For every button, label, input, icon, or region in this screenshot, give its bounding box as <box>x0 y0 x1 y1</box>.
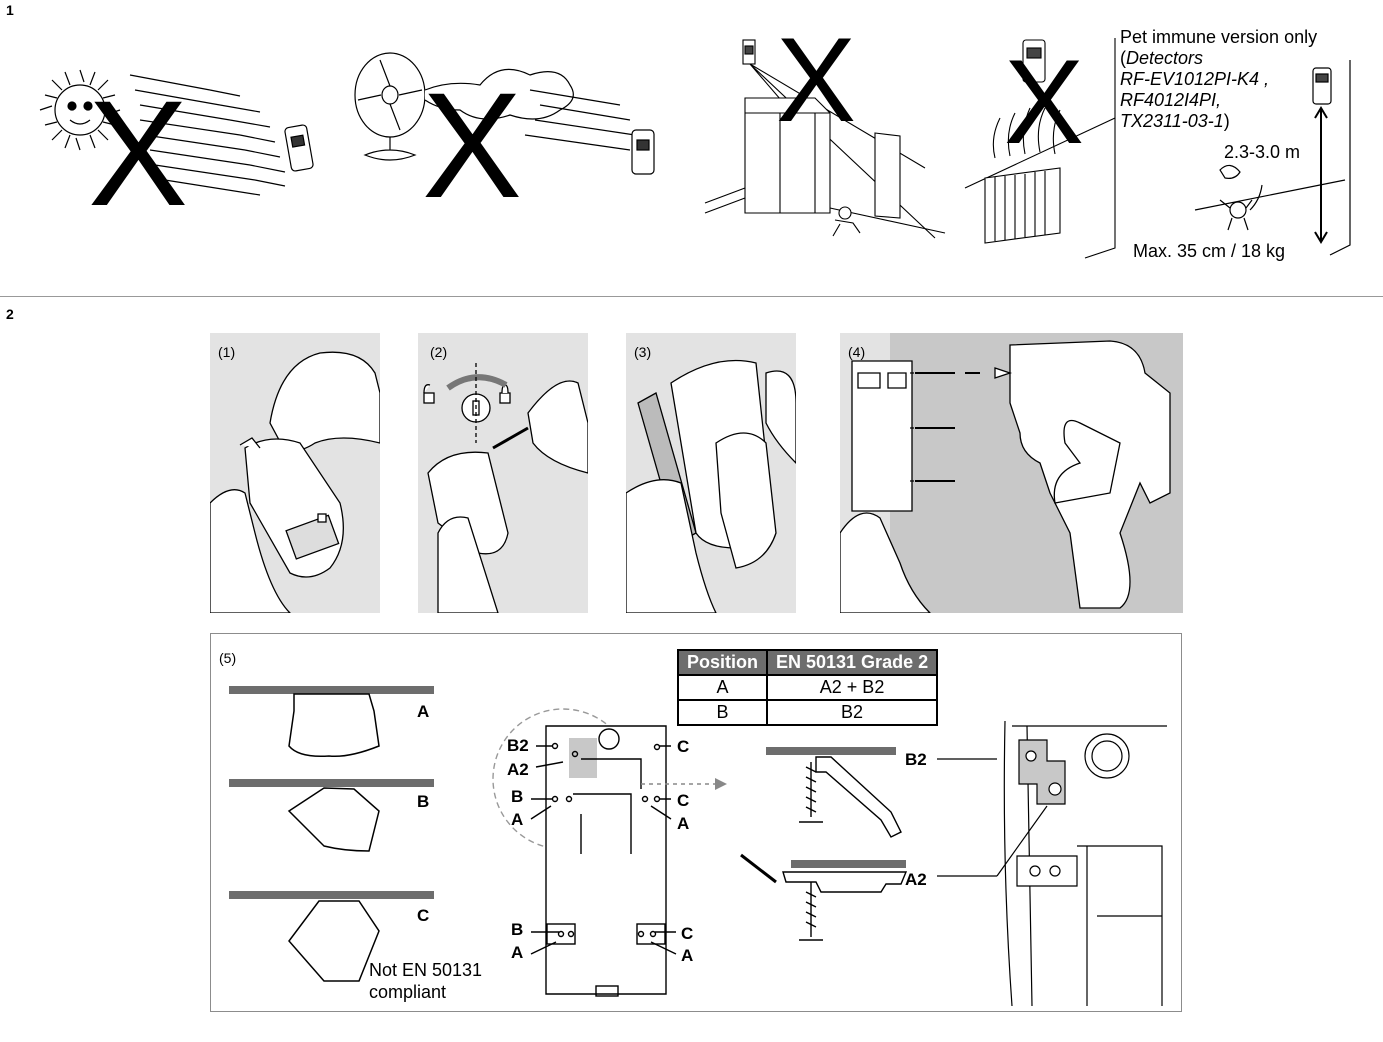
detector-model-1: RF-EV1012PI-K4 , <box>1120 69 1270 89</box>
section-number-1: 1 <box>6 2 14 18</box>
table-cell: B <box>677 699 768 726</box>
step-3-remove-base-illustration <box>626 359 796 613</box>
step-5-box: (5) A B C Not EN 50131 compliant Positio… <box>210 633 1182 1012</box>
fan-illustration <box>354 52 655 175</box>
table-cell: A <box>677 674 768 701</box>
pet-height-illustration <box>1194 60 1351 256</box>
paren-close: ) <box>1223 111 1230 131</box>
position-b-label: B <box>417 792 430 811</box>
step-2-panel: (2) <box>418 333 588 613</box>
bracket-label-a-bottom-right: A <box>681 946 694 965</box>
heat-source-illustration <box>964 38 1116 259</box>
step-1-open-cover-illustration <box>210 351 380 613</box>
detail-label-a2: A2 <box>905 870 927 889</box>
grade-position-table: Position EN 50131 Grade 2 A A2 + B2 B B2 <box>677 649 939 726</box>
section-number-2: 2 <box>6 306 14 322</box>
table-row: A A2 + B2 <box>677 674 939 701</box>
bracket-label-a-mid: A <box>677 814 690 833</box>
table-header-grade: EN 50131 Grade 2 <box>765 649 939 676</box>
bracket-label-c-mid: C <box>677 791 690 810</box>
detectors-label: Detectors <box>1126 48 1204 68</box>
bracket-label-a-top: A <box>511 810 524 829</box>
step-4-mount-base-illustration <box>840 340 1171 613</box>
not-compliant-line-2: compliant <box>369 982 447 1002</box>
step-5-label: (5) <box>219 650 237 666</box>
forbidden-mark-sun: X <box>88 69 189 237</box>
paren-open: ( <box>1120 48 1126 68</box>
bracket-label-a2: A2 <box>507 760 529 779</box>
step-3-label: (3) <box>634 344 652 360</box>
bracket-label-b2: B2 <box>507 736 529 755</box>
position-c-label: C <box>417 906 430 925</box>
step-2-label: (2) <box>430 344 448 360</box>
mounting-bracket-illustration <box>492 708 727 997</box>
mount-height-range: 2.3-3.0 m <box>1224 142 1301 162</box>
bracket-label-b-bottom: B <box>511 920 524 939</box>
detector-model-2: RF4012I4PI, <box>1120 90 1222 110</box>
position-a-label: A <box>417 702 430 721</box>
pet-max-size: Max. 35 cm / 18 kg <box>1133 241 1286 261</box>
step-1-panel: (1) <box>210 333 380 613</box>
forbidden-mark-fan: X <box>422 61 523 229</box>
mounting-positions-illustration <box>229 686 434 982</box>
step-2-tamper-screw-illustration <box>423 363 588 613</box>
pet-immune-title: Pet immune version only <box>1120 27 1318 47</box>
table-cell: A2 + B2 <box>765 674 939 701</box>
bracket-label-b-top: B <box>511 787 524 806</box>
screw-section-illustration <box>740 747 908 941</box>
detail-label-b2: B2 <box>905 750 927 769</box>
bracket-label-c-bottom: C <box>681 924 694 943</box>
sun-illustration <box>39 69 314 196</box>
not-compliant-note: Not EN 50131 compliant <box>369 959 482 1003</box>
step-3-panel: (3) <box>626 333 796 613</box>
step-4-label: (4) <box>848 344 866 360</box>
bracket-detail-illustration <box>937 720 1167 1007</box>
forbidden-mark-heat: X <box>1004 35 1085 169</box>
step-1-label: (1) <box>218 344 236 360</box>
detector-model-3: TX2311-03-1 <box>1120 111 1224 131</box>
step-4-panel: (4) <box>840 333 1183 613</box>
not-compliant-line-1: Not EN 50131 <box>369 960 483 980</box>
section-divider <box>0 296 1383 297</box>
table-header-position: Position <box>677 649 768 676</box>
bracket-label-c-top: C <box>677 737 690 756</box>
bracket-label-a-bottom: A <box>511 943 524 962</box>
forbidden-mark-obstruction: X <box>776 13 857 147</box>
table-row: B B2 <box>677 699 939 726</box>
obstruction-room-illustration <box>704 39 946 239</box>
pet-immune-note: Pet immune version only (Detectors RF-EV… <box>1120 27 1317 132</box>
table-cell: B2 <box>765 699 939 726</box>
